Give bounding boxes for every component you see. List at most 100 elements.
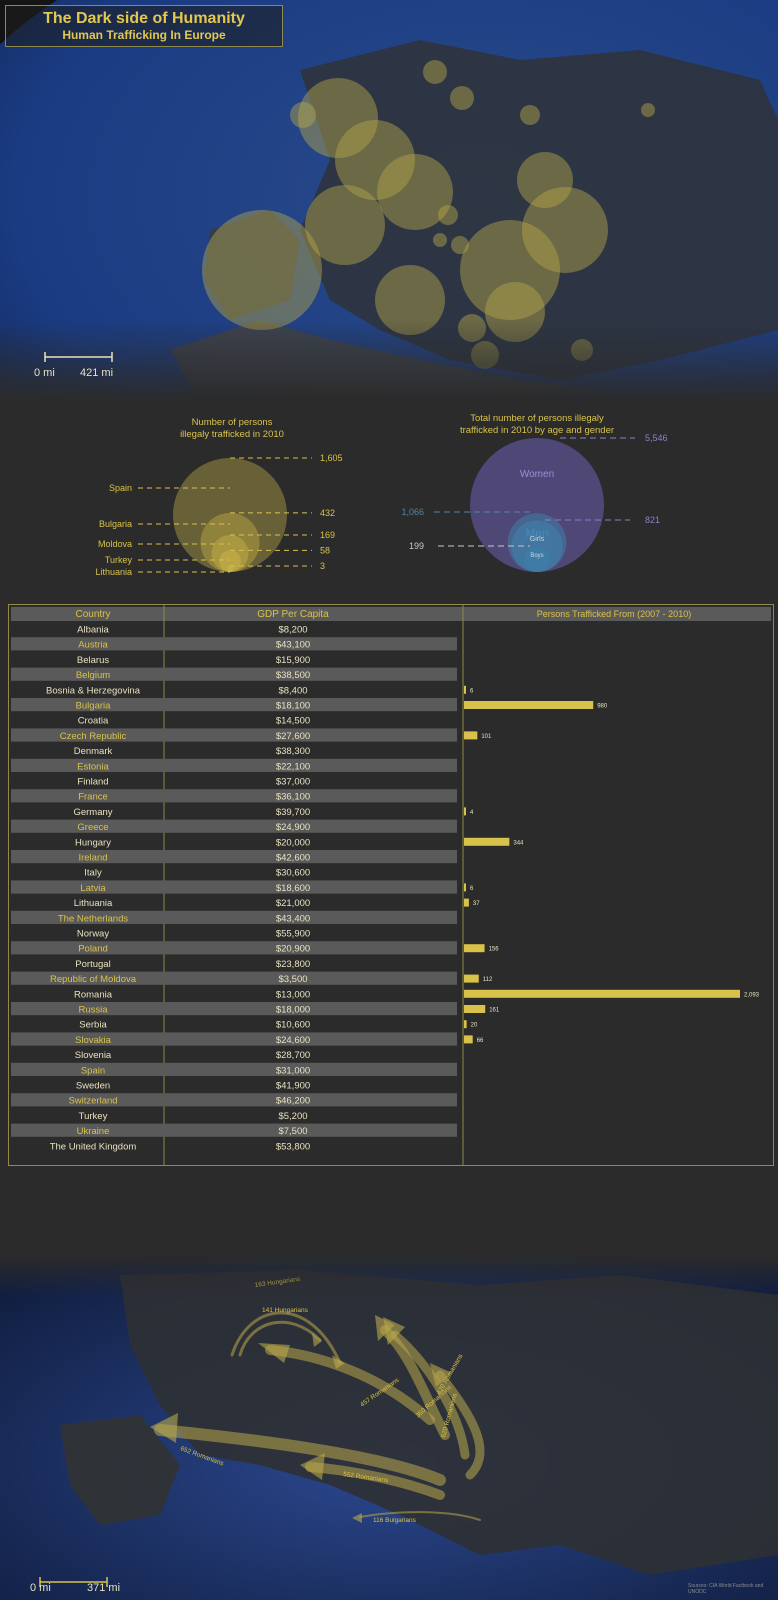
table-gdp-cell: $8,400 — [278, 685, 307, 696]
table-gdp-cell: $20,000 — [276, 837, 310, 848]
bottom-scale-bar — [39, 1577, 108, 1587]
table-country-cell: Hungary — [75, 837, 111, 848]
top-europe-map — [0, 0, 778, 400]
page-subtitle: Human Trafficking In Europe — [62, 28, 226, 42]
gender-bubble-title-line-1: Total number of persons illegaly — [470, 413, 604, 424]
table-gdp-cell: $39,700 — [276, 807, 310, 818]
country-label: Turkey — [105, 555, 133, 565]
table-gdp-cell: $21,000 — [276, 898, 310, 909]
table-row-bg — [11, 728, 457, 742]
table-svg: Country GDP Per Capita Persons Trafficked … — [11, 605, 771, 1165]
table-row-bg — [11, 971, 457, 985]
trafficked-bar-label: 4 — [470, 810, 474, 816]
table-country-cell: Lithuania — [74, 898, 113, 909]
table-gdp-cell: $18,100 — [276, 701, 310, 712]
table-header-bg — [11, 607, 473, 621]
bubble-charts: Number of persons illegaly trafficked in… — [95, 413, 668, 577]
table-row-bg — [11, 667, 457, 681]
table-gdp-cell: $13,000 — [276, 989, 310, 1000]
gender-bubble-label: Girls — [530, 536, 545, 543]
table-row-bg — [11, 1062, 457, 1076]
table-country-cell: Albania — [77, 625, 109, 636]
table-row-bg — [11, 789, 457, 803]
table-gdp-cell: $24,900 — [276, 822, 310, 833]
country-value-label: 432 — [320, 508, 335, 518]
gdp-trafficking-table: Country GDP Per Capita Persons Trafficked … — [8, 604, 774, 1166]
table-row-bg — [11, 758, 457, 772]
table-row-bg — [11, 910, 457, 924]
table-gdp-cell: $3,500 — [278, 974, 307, 985]
table-row-bg — [11, 819, 457, 833]
table-row-bg — [11, 637, 457, 651]
table-gdp-cell: $36,100 — [276, 792, 310, 803]
trafficked-bar-label: 6 — [470, 886, 474, 892]
table-gdp-cell: $8,200 — [278, 625, 307, 636]
table-country-cell: Republic of Moldova — [50, 974, 137, 985]
table-country-cell: Slovakia — [75, 1035, 112, 1046]
table-row-bg — [11, 880, 457, 894]
table-country-cell: Ireland — [78, 853, 107, 864]
country-bubble-title-line-1: Number of persons — [192, 417, 273, 428]
trafficked-bar-label: 101 — [481, 734, 492, 740]
table-country-cell: Bosnia & Herzegovina — [46, 685, 141, 696]
trafficked-bar-label: 2,093 — [744, 992, 760, 998]
table-country-cell: Sweden — [76, 1081, 110, 1092]
table-row-bg — [11, 1123, 457, 1137]
gender-bubble-title-line-2: trafficked in 2010 by age and gender — [460, 425, 614, 436]
table-gdp-cell: $22,100 — [276, 761, 310, 772]
table-header-cell: GDP Per Capita — [257, 609, 329, 620]
table-row-bg — [11, 1032, 457, 1046]
table-country-cell: Belgium — [76, 670, 110, 681]
trafficked-bar — [464, 1035, 473, 1044]
table-gdp-cell: $43,400 — [276, 913, 310, 924]
table-gdp-cell: $38,300 — [276, 746, 310, 757]
bottom-scale-end: 371 mi — [87, 1582, 121, 1594]
table-country-cell: Poland — [78, 944, 108, 955]
country-label: Moldova — [98, 539, 132, 549]
country-bubble — [200, 512, 260, 572]
trafficked-bar — [464, 685, 466, 694]
bottom-scale-start: 0 mi — [30, 1582, 51, 1594]
table-row-bg — [11, 698, 457, 712]
trafficked-bar — [464, 731, 478, 740]
table-gdp-cell: $14,500 — [276, 716, 310, 727]
table-gdp-cell: $53,800 — [276, 1141, 310, 1152]
trafficked-bar — [464, 701, 594, 709]
trafficked-bar-label: 37 — [473, 901, 480, 907]
gender-bubble-label: Boys — [530, 553, 543, 559]
trafficked-bar — [464, 944, 485, 953]
table-country-cell: Portugal — [75, 959, 110, 970]
table-gdp-cell: $7,500 — [278, 1126, 307, 1137]
table-gdp-cell: $27,600 — [276, 731, 310, 742]
gender-value-label: 821 — [645, 515, 660, 525]
table-country-cell: Ukraine — [77, 1126, 110, 1137]
country-bubble-chart: Number of persons illegaly trafficked in… — [95, 417, 342, 577]
credit-text: Sources: CIA World Factbook and UNODC — [688, 1583, 764, 1595]
gender-value-label: 5,546 — [645, 433, 668, 443]
country-label: Bulgaria — [99, 519, 132, 529]
table-country-cell: Estonia — [77, 761, 109, 772]
table-country-cell: Croatia — [78, 716, 109, 727]
country-bubble-title-line-2: illegaly trafficked in 2010 — [180, 429, 284, 440]
country-label: Spain — [109, 483, 132, 493]
table-gdp-cell: $18,000 — [276, 1005, 310, 1016]
trafficked-bar-label: 344 — [513, 840, 524, 846]
trafficked-bar-label: 112 — [483, 977, 493, 983]
gender-bubble — [511, 520, 563, 572]
table-country-cell: Spain — [81, 1065, 105, 1076]
table-gdp-cell: $15,900 — [276, 655, 310, 666]
country-bubble — [219, 550, 241, 572]
gender-bubble-chart: Total number of persons illegaly traffic… — [401, 413, 668, 572]
trafficked-bar — [464, 989, 740, 998]
table-gdp-cell: $30,600 — [276, 868, 310, 879]
table-country-cell: The United Kingdom — [50, 1141, 137, 1152]
table-gdp-cell: $10,600 — [276, 1020, 310, 1031]
trafficked-bar — [464, 1020, 467, 1029]
table-row-bg — [11, 1093, 457, 1107]
table-country-cell: France — [78, 792, 108, 803]
table-country-cell: Serbia — [79, 1020, 107, 1031]
trafficked-bar — [464, 974, 479, 983]
table-row-bg — [11, 850, 457, 864]
table-gdp-cell: $41,900 — [276, 1081, 310, 1092]
table-country-cell: Norway — [77, 929, 109, 940]
